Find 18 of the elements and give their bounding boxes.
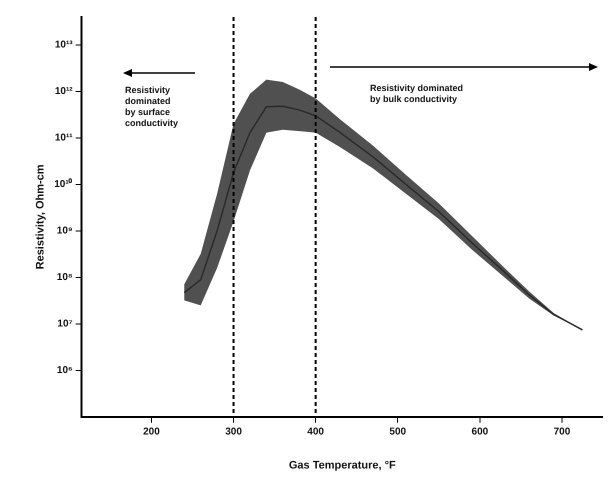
y-tick-label: 10¹³ <box>54 40 74 51</box>
annotation: Resistivity dominated by bulk conductivity <box>370 83 464 105</box>
x-tick-label: 400 <box>307 426 324 438</box>
x-tick-label: 500 <box>389 426 407 438</box>
y-tick-label: 10⁸ <box>56 272 73 284</box>
x-axis-title: Gas Temperature, °F <box>288 459 396 472</box>
x-tick-label: 200 <box>143 426 160 438</box>
y-tick-label: 10¹⁰ <box>54 178 73 190</box>
y-tick-label: 10¹² <box>54 86 74 98</box>
y-tick-label: 10¹¹ <box>54 132 74 144</box>
x-tick-label: 700 <box>554 426 571 438</box>
y-tick-label: 10⁶ <box>56 365 73 376</box>
y-tick-label: 10⁷ <box>57 318 73 330</box>
y-tick-label: 10⁹ <box>56 226 73 237</box>
annotation: Resistivity dominated by surface conductivity <box>125 85 178 129</box>
y-axis-title: Resistivity, Ohm-cm <box>34 164 47 270</box>
x-tick-label: 600 <box>472 426 489 438</box>
x-tick-label: 300 <box>225 426 242 438</box>
